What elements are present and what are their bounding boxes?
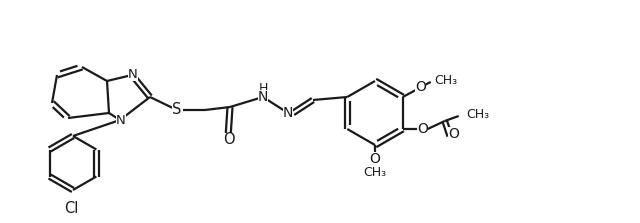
Text: CH₃: CH₃: [435, 74, 458, 87]
Text: N: N: [258, 90, 268, 104]
Text: O: O: [448, 127, 459, 141]
Text: O: O: [417, 122, 428, 136]
Text: O: O: [223, 132, 235, 147]
Text: N: N: [116, 114, 126, 126]
Text: N: N: [283, 106, 293, 120]
Text: S: S: [172, 103, 182, 118]
Text: N: N: [128, 68, 138, 81]
Text: O: O: [369, 152, 380, 166]
Text: O: O: [415, 80, 426, 94]
Text: H: H: [259, 82, 268, 95]
Text: Cl: Cl: [64, 201, 78, 216]
Text: CH₃: CH₃: [467, 107, 490, 120]
Text: CH₃: CH₃: [364, 165, 387, 178]
